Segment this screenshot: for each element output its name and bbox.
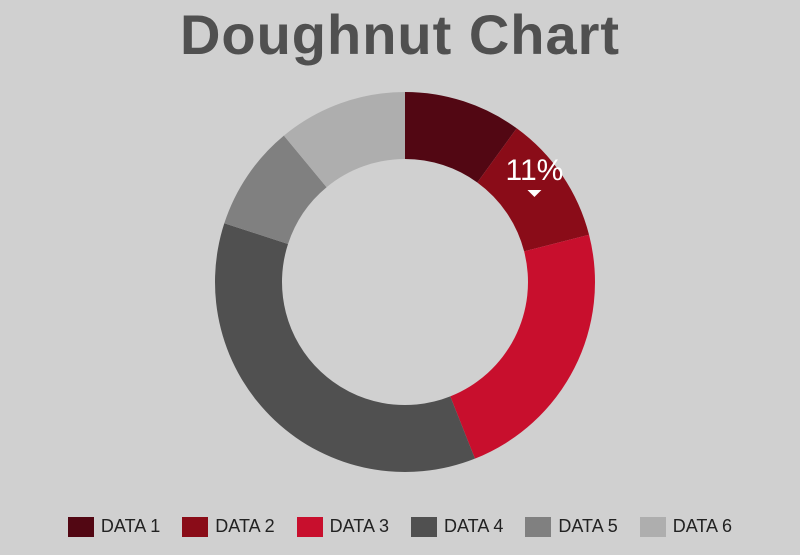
legend-swatch xyxy=(411,516,437,537)
legend-label: DATA 2 xyxy=(215,516,275,536)
legend-swatch xyxy=(639,516,666,537)
slice-data-1[interactable] xyxy=(405,92,517,183)
slice-data-6[interactable] xyxy=(283,92,405,188)
chart-legend: DATA 1 DATA 2 DATA 3 DATA 4 DATA 5 DATA 6 xyxy=(0,516,800,537)
legend-item-data-3[interactable]: DATA 3 xyxy=(296,516,389,537)
chart-title: Doughnut Chart xyxy=(179,3,621,66)
highlight-pointer-icon xyxy=(527,190,542,198)
legend-label: DATA 3 xyxy=(329,516,389,536)
highlight-label: 11% xyxy=(506,154,564,187)
slice-data-5[interactable] xyxy=(224,135,327,244)
slice-data-3[interactable] xyxy=(450,234,595,459)
highlight-callout: 11% xyxy=(506,154,564,198)
legend-item-data-5[interactable]: DATA 5 xyxy=(525,516,618,537)
legend-label: DATA 1 xyxy=(100,516,161,536)
legend-item-data-4[interactable]: DATA 4 xyxy=(411,516,503,537)
legend-label: DATA 5 xyxy=(558,516,618,536)
doughnut-chart: 11% xyxy=(214,92,595,473)
legend-item-data-1[interactable]: DATA 1 xyxy=(67,516,161,537)
slice-data-2[interactable] xyxy=(477,128,590,252)
legend-swatch xyxy=(525,516,552,537)
legend-item-data-2[interactable]: DATA 2 xyxy=(182,516,275,537)
legend-label: DATA 6 xyxy=(672,516,733,536)
legend-swatch xyxy=(296,516,323,537)
legend-swatch xyxy=(67,516,94,537)
doughnut-slices xyxy=(214,92,595,473)
legend-item-data-6[interactable]: DATA 6 xyxy=(639,516,733,537)
legend-swatch xyxy=(182,516,209,537)
slice-data-4[interactable] xyxy=(214,223,475,473)
legend-label: DATA 4 xyxy=(444,516,504,536)
